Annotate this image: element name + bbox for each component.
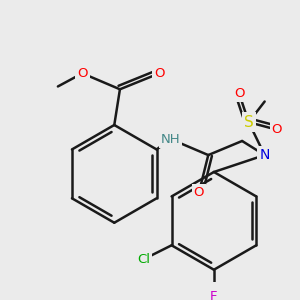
- Text: O: O: [154, 67, 165, 80]
- Text: Cl: Cl: [137, 253, 150, 266]
- Text: O: O: [77, 67, 88, 80]
- Text: O: O: [272, 123, 282, 136]
- Text: F: F: [210, 290, 218, 300]
- Text: NH: NH: [161, 133, 181, 146]
- Text: O: O: [194, 186, 204, 199]
- Text: S: S: [244, 115, 254, 130]
- Text: O: O: [234, 88, 244, 100]
- Text: N: N: [260, 148, 270, 162]
